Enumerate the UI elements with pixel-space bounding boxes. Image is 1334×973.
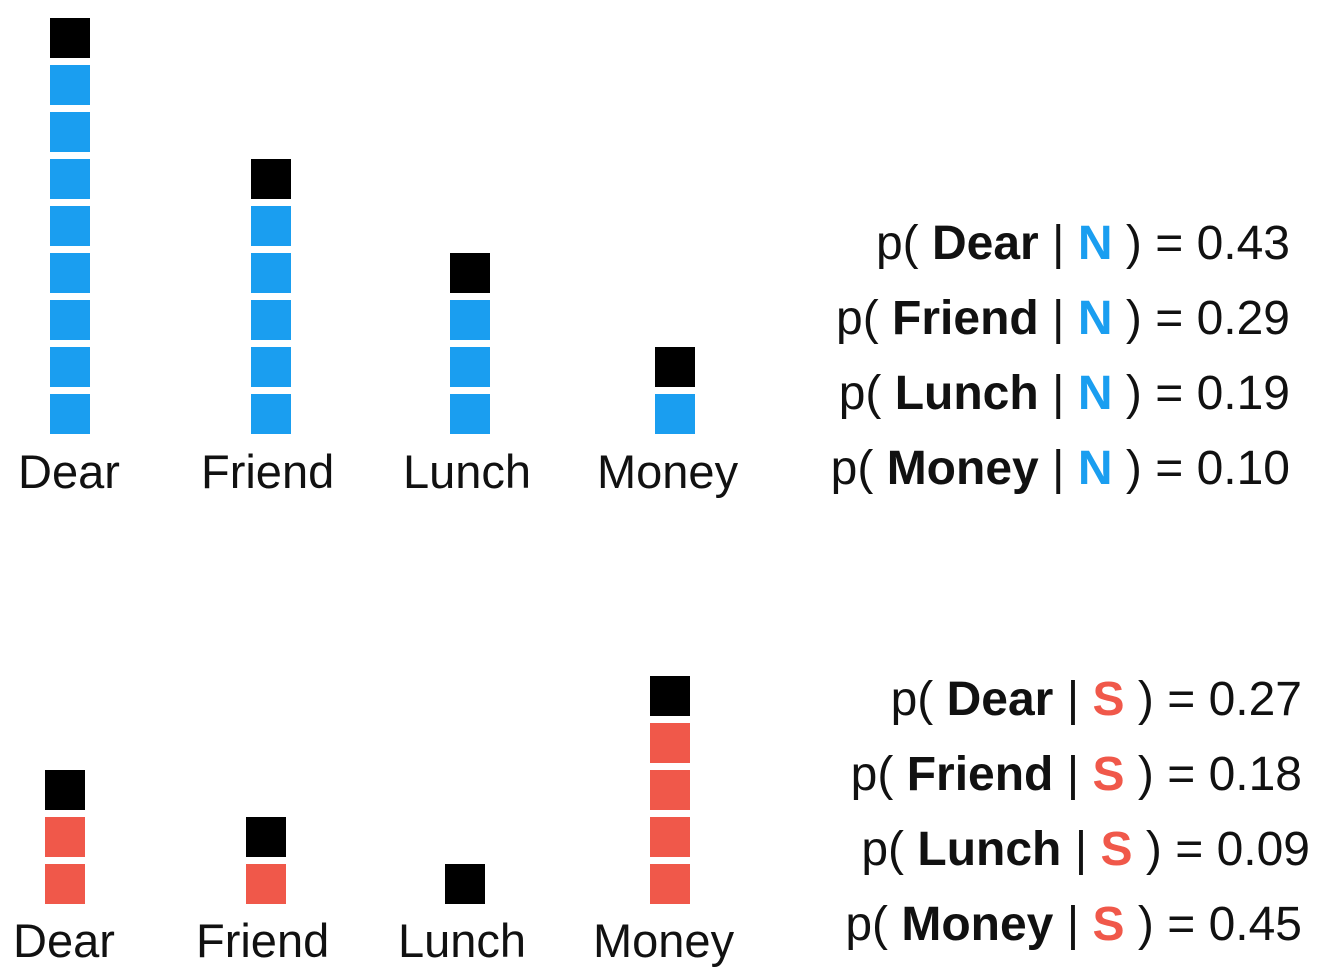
count-block-friend bbox=[251, 253, 291, 293]
count-block-friend bbox=[251, 347, 291, 387]
count-block-dear bbox=[50, 300, 90, 340]
count-block-lunch bbox=[450, 394, 490, 434]
normal-word-label-dear: Dear bbox=[18, 445, 120, 498]
pseudocount-block-money bbox=[650, 676, 690, 716]
normal-formula-dear: p( Dear | N ) = 0.43 bbox=[875, 217, 1290, 270]
spam-formula-money: p( Money | S ) = 0.45 bbox=[845, 898, 1302, 951]
count-block-friend bbox=[251, 300, 291, 340]
normal-formula-lunch: p( Lunch | N ) = 0.19 bbox=[838, 367, 1290, 420]
count-block-friend bbox=[246, 864, 286, 904]
pseudocount-block-lunch bbox=[450, 253, 490, 293]
spam-word-label-friend: Friend bbox=[196, 914, 330, 967]
count-block-dear bbox=[50, 65, 90, 105]
spam-formula-lunch: p( Lunch | S ) = 0.09 bbox=[861, 823, 1310, 876]
normal-word-label-money: Money bbox=[597, 445, 739, 498]
count-block-dear bbox=[50, 347, 90, 387]
pseudocount-block-friend bbox=[246, 817, 286, 857]
count-block-dear bbox=[50, 159, 90, 199]
count-block-dear bbox=[50, 206, 90, 246]
spam-formula-dear: p( Dear | S ) = 0.27 bbox=[890, 673, 1302, 726]
count-block-money bbox=[655, 394, 695, 434]
count-block-dear bbox=[45, 864, 85, 904]
spam-word-label-dear: Dear bbox=[13, 914, 115, 967]
normal-word-label-friend: Friend bbox=[201, 445, 335, 498]
normal-panel: Dear Friend Lunch Money p( Dear | N ) = … bbox=[18, 18, 1290, 498]
pseudocount-block-money bbox=[655, 347, 695, 387]
pseudocount-block-lunch bbox=[445, 864, 485, 904]
count-block-dear bbox=[45, 817, 85, 857]
count-block-money bbox=[650, 817, 690, 857]
normal-word-label-lunch: Lunch bbox=[403, 445, 532, 498]
normal-formula-money: p( Money | N ) = 0.10 bbox=[830, 442, 1290, 495]
spam-word-label-money: Money bbox=[593, 914, 735, 967]
count-block-lunch bbox=[450, 300, 490, 340]
spam-word-label-lunch: Lunch bbox=[398, 914, 527, 967]
pseudocount-block-dear bbox=[45, 770, 85, 810]
count-block-friend bbox=[251, 394, 291, 434]
count-block-dear bbox=[50, 253, 90, 293]
count-block-dear bbox=[50, 394, 90, 434]
count-block-lunch bbox=[450, 347, 490, 387]
pseudocount-block-dear bbox=[50, 18, 90, 58]
normal-formula-friend: p( Friend | N ) = 0.29 bbox=[836, 292, 1290, 345]
pseudocount-block-friend bbox=[251, 159, 291, 199]
count-block-money bbox=[650, 864, 690, 904]
spam-formula-friend: p( Friend | S ) = 0.18 bbox=[850, 748, 1302, 801]
spam-panel: Dear Friend Lunch Money p( Dear | S ) = … bbox=[0, 500, 1334, 973]
count-block-friend bbox=[251, 206, 291, 246]
count-block-money bbox=[650, 770, 690, 810]
count-block-money bbox=[650, 723, 690, 763]
count-block-dear bbox=[50, 112, 90, 152]
